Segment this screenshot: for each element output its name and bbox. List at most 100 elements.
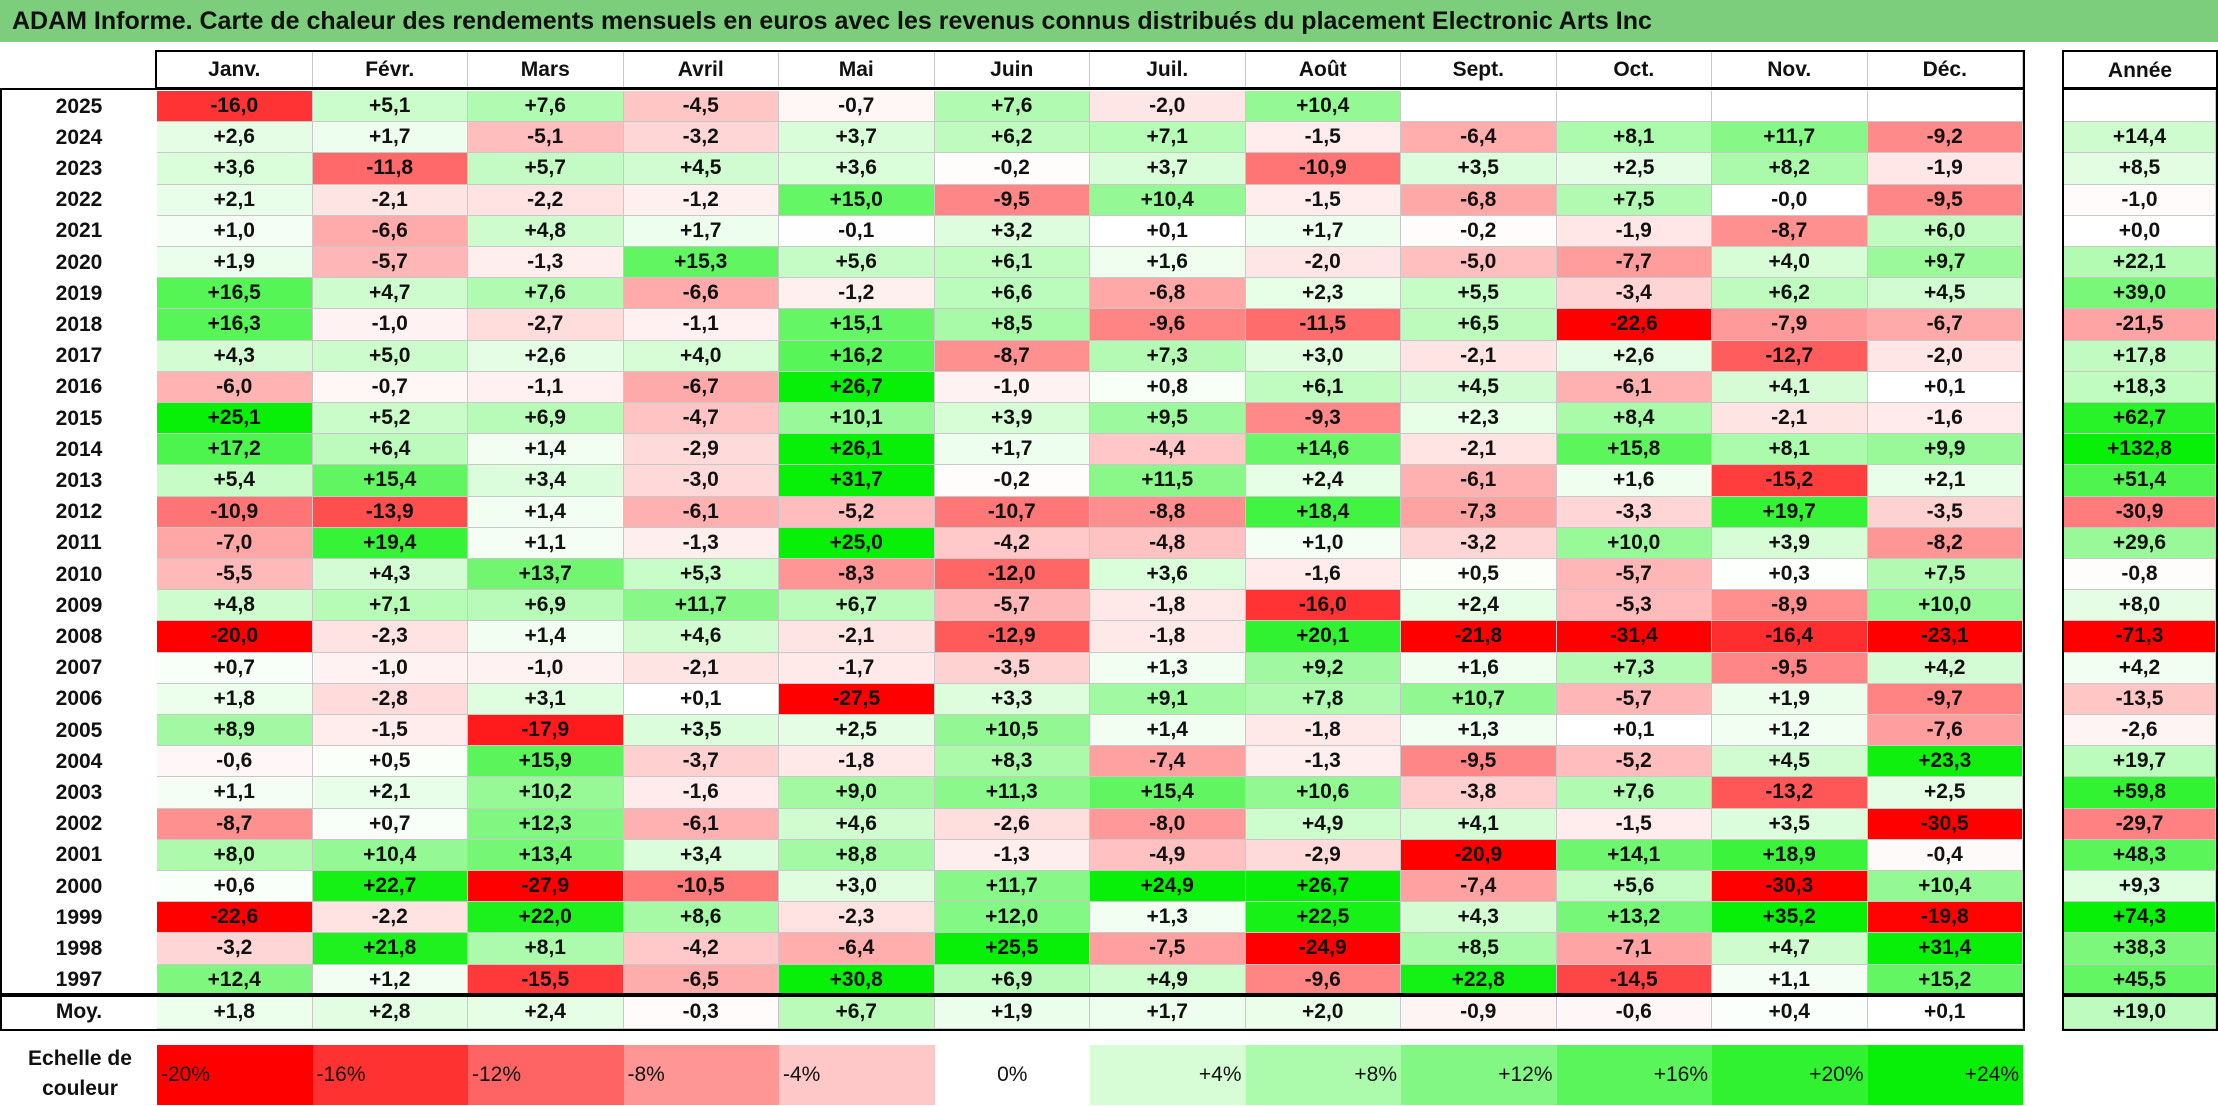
heatmap-cell: -4,7 <box>623 403 779 435</box>
heatmap-cell: +1,1 <box>468 527 624 559</box>
heatmap-cell: +22,0 <box>468 902 624 934</box>
average-row-frame <box>0 993 2025 1031</box>
heatmap-cell: -24,9 <box>1245 933 1401 965</box>
heatmap-cell <box>1556 91 1712 123</box>
heatmap-cell: +9,5 <box>1090 403 1246 435</box>
heatmap-cell: +4,9 <box>1245 808 1401 840</box>
average-cell: +2,0 <box>1245 995 1401 1029</box>
heatmap-cell: +2,1 <box>1867 465 2023 497</box>
heatmap-cell: -27,9 <box>468 871 624 903</box>
heatmap-cell: +35,2 <box>1712 902 1868 934</box>
heatmap-cell: +5,6 <box>779 247 935 279</box>
heatmap-cell: +10,0 <box>1556 527 1712 559</box>
heatmap-cell: -3,3 <box>1556 496 1712 528</box>
heatmap-cell: -5,7 <box>312 247 468 279</box>
heatmap-cell: +0,8 <box>1090 371 1246 403</box>
color-scale-label: Echelle de couleur <box>28 1047 132 1100</box>
heatmap-cell: +2,5 <box>1867 777 2023 809</box>
row-year-label: 2009 <box>55 593 103 617</box>
heatmap-cell: -8,2 <box>1867 527 2023 559</box>
row-year-label: 2011 <box>56 531 102 555</box>
heatmap-cell: -2,1 <box>1401 434 1557 466</box>
row-year-label: 2013 <box>55 468 103 492</box>
heatmap-cell: +4,3 <box>312 559 468 591</box>
heatmap-cell: -12,0 <box>934 559 1090 591</box>
color-scale-swatch: -20% <box>157 1045 313 1105</box>
heatmap-cell: -1,8 <box>1090 590 1246 622</box>
heatmap-cell: -1,6 <box>1245 559 1401 591</box>
heatmap-cell: +1,6 <box>1090 247 1246 279</box>
heatmap-cell: -12,9 <box>934 621 1090 653</box>
heatmap-cell: +24,9 <box>1090 871 1246 903</box>
heatmap-cell: -1,8 <box>1090 621 1246 653</box>
color-scale-swatch: 0% <box>934 1045 1090 1105</box>
heatmap-cell: +6,2 <box>934 122 1090 154</box>
heatmap-cell: +10,5 <box>934 715 1090 747</box>
heatmap-cell: +10,7 <box>1401 683 1557 715</box>
heatmap-cell: -5,1 <box>468 122 624 154</box>
heatmap-cell: +14,1 <box>1556 839 1712 871</box>
heatmap-cell: +6,5 <box>1401 309 1557 341</box>
heatmap-cell: +19,4 <box>312 527 468 559</box>
heatmap-cell: +0,5 <box>312 746 468 778</box>
heatmap-cell: -6,1 <box>1401 465 1557 497</box>
heatmap-cell: +4,6 <box>779 808 935 840</box>
heatmap-cell: -7,3 <box>1401 496 1557 528</box>
average-cell: +6,7 <box>779 995 935 1029</box>
average-cell: +1,9 <box>934 995 1090 1029</box>
color-scale-swatch: +4% <box>1090 1045 1246 1105</box>
heatmap-cell: +3,2 <box>934 215 1090 247</box>
heatmap-cell: +1,7 <box>934 434 1090 466</box>
heatmap-cell: +16,3 <box>157 309 313 341</box>
heatmap-cell: -1,6 <box>623 777 779 809</box>
heatmap-cell: +4,6 <box>623 621 779 653</box>
heatmap-cell: +7,1 <box>1090 122 1246 154</box>
heatmap-cell: +2,4 <box>1245 465 1401 497</box>
heatmap-cell: +26,7 <box>779 371 935 403</box>
heatmap-cell: -3,7 <box>623 746 779 778</box>
heatmap-cell: -4,9 <box>1090 839 1246 871</box>
row-year-label: 2024 <box>55 125 103 149</box>
heatmap-cell: +1,1 <box>157 777 313 809</box>
heatmap-cell: -2,7 <box>468 309 624 341</box>
heatmap-cell: +31,7 <box>779 465 935 497</box>
heatmap-cell: +6,4 <box>312 434 468 466</box>
heatmap-cell: -1,1 <box>468 371 624 403</box>
heatmap-cell: -30,3 <box>1712 871 1868 903</box>
heatmap-cell: -3,2 <box>623 122 779 154</box>
annual-return-cell: -2,6 <box>2064 715 2216 747</box>
heatmap-cell: +1,7 <box>312 122 468 154</box>
average-cell: +2,4 <box>468 995 624 1029</box>
heatmap-cell: -2,1 <box>1401 340 1557 372</box>
heatmap-cell: +7,1 <box>312 590 468 622</box>
heatmap-cell: +8,1 <box>1712 434 1868 466</box>
heatmap-cell: +8,6 <box>623 902 779 934</box>
heatmap-cell: -10,9 <box>157 496 313 528</box>
heatmap-cell: +8,0 <box>157 839 313 871</box>
heatmap-cell: -5,0 <box>1401 247 1557 279</box>
heatmap-cell: -5,7 <box>1556 683 1712 715</box>
heatmap-cell: +3,1 <box>468 683 624 715</box>
heatmap-cell: +2,1 <box>157 184 313 216</box>
heatmap-cell: -17,9 <box>468 715 624 747</box>
heatmap-cell: +7,6 <box>934 91 1090 123</box>
color-scale-swatch: +24% <box>1867 1045 2023 1105</box>
heatmap-cell: +1,9 <box>157 247 313 279</box>
heatmap-cell: -1,9 <box>1556 215 1712 247</box>
heatmap-cell: +5,7 <box>468 153 624 185</box>
month-header-frame <box>155 50 2025 89</box>
row-year-label: 1998 <box>55 936 103 960</box>
heatmap-cell: +7,6 <box>468 91 624 123</box>
heatmap-cell: +5,0 <box>312 340 468 372</box>
heatmap-cell: -1,0 <box>934 371 1090 403</box>
annual-return-cell: -30,9 <box>2064 496 2216 528</box>
heatmap-cell: +1,4 <box>468 621 624 653</box>
annual-return-cell: +18,3 <box>2064 371 2216 403</box>
heatmap-cell: +25,0 <box>779 527 935 559</box>
annual-return-cell: +9,3 <box>2064 871 2216 903</box>
heatmap-cell: +4,8 <box>468 215 624 247</box>
heatmap-cell: -3,0 <box>623 465 779 497</box>
heatmap-cell: +25,1 <box>157 403 313 435</box>
annual-return-cell: +19,7 <box>2064 746 2216 778</box>
heatmap-cell: +17,2 <box>157 434 313 466</box>
